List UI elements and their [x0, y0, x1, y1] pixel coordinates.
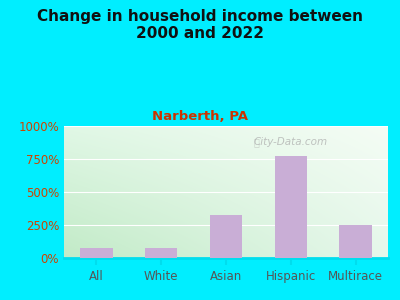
Text: Change in household income between
2000 and 2022: Change in household income between 2000 …: [37, 9, 363, 41]
Bar: [339, 225, 372, 258]
Bar: [145, 248, 178, 258]
Bar: [210, 215, 242, 258]
Text: Narberth, PA: Narberth, PA: [152, 110, 248, 122]
Text: 🔍: 🔍: [254, 137, 260, 147]
Bar: [80, 248, 113, 258]
Bar: [275, 156, 307, 258]
Text: City-Data.com: City-Data.com: [254, 137, 328, 147]
